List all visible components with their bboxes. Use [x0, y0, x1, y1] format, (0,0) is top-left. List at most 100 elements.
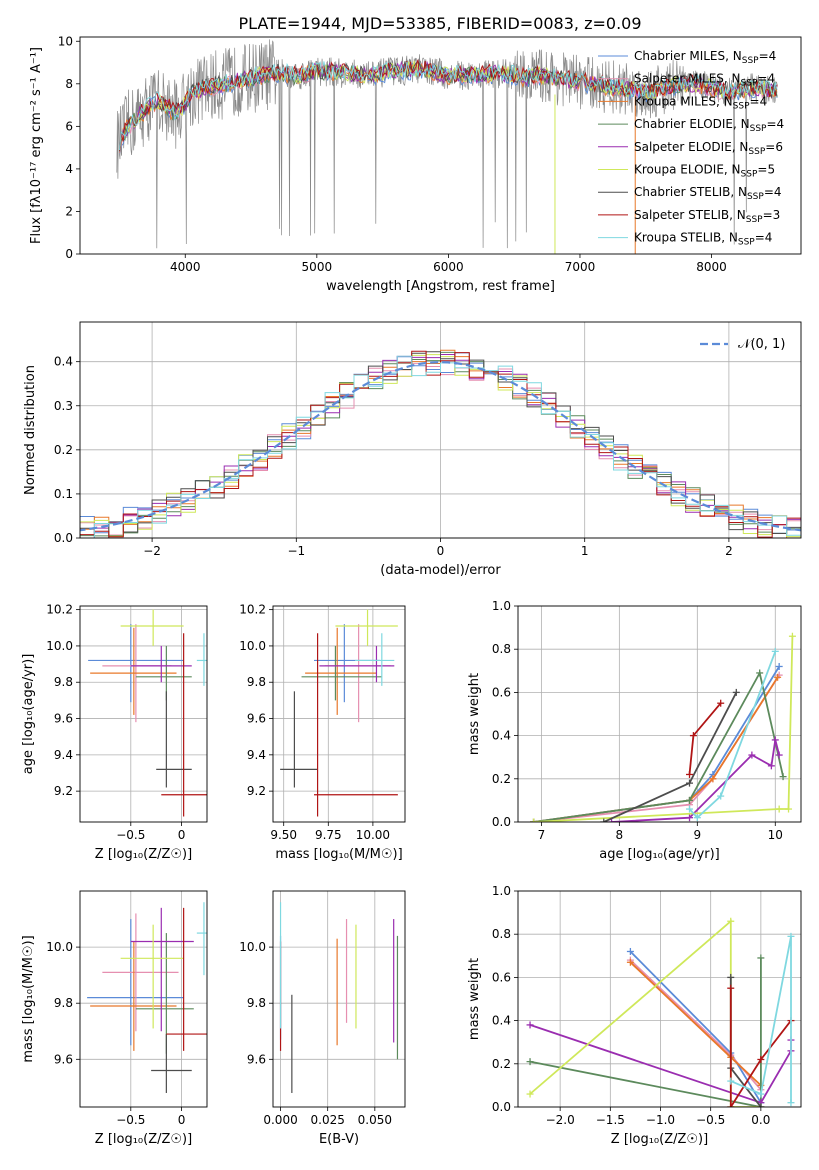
axes-frame [272, 890, 406, 1108]
y-tick-label: 10.0 [239, 940, 266, 954]
x-axis-label: mass [log₁₀(M/M☉)] [275, 847, 402, 862]
y-tick-label: 0 [65, 247, 73, 261]
y-axis-label: Flux [fλ10⁻¹⁷ erg cm⁻² s⁻¹ A⁻¹] [29, 47, 44, 244]
axes-mass-weight-vs-z: −2.0 −1.5 −1.0 −0.5 0.0 0.0 0.2 0.4 0.6 0.8 1.0 Z [… [467, 884, 802, 1147]
x-axis-label: Z [log₁₀(Z/Z☉)] [95, 1132, 192, 1147]
x-tick-label: −0.5 [116, 828, 145, 842]
y-axis-label: mass weight [467, 958, 482, 1040]
figure-title: PLATE=1944, MJD=53385, FIBERID=0083, z=0… [238, 14, 641, 33]
y-tick-label: 9.6 [54, 712, 73, 726]
spectrum-legend: Chabrier MILES, NSSP=4 Salpeter MILES, NS… [598, 49, 784, 248]
x-tick-label: 0 [437, 544, 445, 558]
x-tick-label: 0 [178, 1113, 186, 1127]
x-tick-label: 2 [725, 544, 733, 558]
y-tick-label: 0.6 [492, 685, 511, 699]
x-tick-label: −0.5 [116, 1113, 145, 1127]
mass-weight-line [730, 936, 792, 1103]
model-spectrum-line [119, 61, 778, 151]
legend-label: Chabrier STELIB, NSSP=4 [634, 185, 782, 202]
y-tick-label: 9.4 [54, 748, 73, 762]
mass-weight-lines [530, 632, 796, 822]
legend-label: Chabrier MILES, NSSP=4 [634, 49, 776, 66]
y-tick-label: 6 [65, 119, 73, 133]
errorbar-group [87, 902, 207, 1093]
legend-label: Salpeter MILES, NSSP=4 [634, 72, 775, 89]
x-tick-label: −0.5 [696, 1113, 725, 1127]
legend-label: Kroupa MILES, NSSP=4 [634, 94, 767, 111]
mass-weight-line [529, 919, 761, 1107]
x-tick-label: −2.0 [546, 1113, 575, 1127]
x-tick-label: 10.00 [356, 828, 390, 842]
axes-mass-vs-z: −0.5 0 9.6 9.8 10.0 Z [log₁₀(Z/Z☉)] mass [log₁… [21, 890, 208, 1147]
axes-age-vs-mass: 9.50 9.75 10.00 9.2 9.4 9.6 9.8 10.0 10.2 mass [l… [239, 603, 406, 862]
histogram-series [80, 355, 801, 538]
x-tick-label: 9.50 [270, 828, 297, 842]
x-axis-label: Z [log₁₀(Z/Z☉)] [611, 1132, 708, 1147]
mass-weight-line [629, 961, 762, 1087]
y-tick-label: 9.8 [247, 996, 266, 1010]
y-tick-label: 0.2 [54, 443, 73, 457]
axes-mass-vs-ebv: 0.000 0.025 0.050 9.6 9.8 10.0 E(B-V) [239, 890, 406, 1147]
legend-label: Salpeter ELODIE, NSSP=6 [634, 140, 783, 157]
axes-spectrum: 4000 5000 6000 7000 8000 0 2 4 6 8 10 wavelength [A… [29, 34, 802, 294]
x-tick-label: 0.0 [751, 1113, 770, 1127]
y-axis-label: age [log₁₀(age/yr)] [21, 654, 36, 775]
y-tick-label: 0.8 [492, 927, 511, 941]
x-tick-label: 8000 [696, 260, 727, 274]
reference-legend-label: 𝒩(0, 1) [738, 337, 785, 352]
mass-weight-lines [526, 917, 795, 1107]
mass-weight-line [533, 674, 780, 822]
y-tick-label: 2 [65, 204, 73, 218]
x-tick-label: −2 [143, 544, 161, 558]
y-tick-label: 0.0 [492, 815, 511, 829]
mass-weight-line [533, 676, 779, 822]
mass-weight-line [729, 988, 792, 1107]
x-axis-label: E(B-V) [319, 1132, 359, 1147]
x-tick-label: 9 [693, 828, 701, 842]
y-tick-label: 9.2 [54, 784, 73, 798]
x-tick-label: 0 [178, 828, 186, 842]
errorbar-group [88, 609, 207, 817]
x-tick-label: 8 [616, 828, 624, 842]
y-tick-label: 0.8 [492, 642, 511, 656]
y-tick-label: 10.2 [46, 603, 73, 617]
x-axis-label: wavelength [Angstrom, rest frame] [326, 279, 555, 294]
mass-weight-line [533, 636, 794, 822]
x-axis-label: (data-model)/error [380, 563, 501, 578]
legend-label: Chabrier ELODIE, NSSP=4 [634, 117, 784, 134]
y-tick-label: 0.2 [492, 772, 511, 786]
x-tick-label: 4000 [170, 260, 201, 274]
y-tick-label: 0.2 [492, 1057, 511, 1071]
mass-weight-line [688, 651, 777, 819]
x-axis-label: age [log₁₀(age/yr)] [599, 847, 720, 862]
y-tick-label: 1.0 [492, 884, 511, 898]
axes-frame [79, 605, 208, 823]
y-tick-label: 0.1 [54, 487, 73, 501]
legend-label: Kroupa ELODIE, NSSP=5 [634, 163, 775, 180]
y-tick-label: 0.6 [492, 970, 511, 984]
axes-frame [517, 890, 802, 1108]
y-tick-label: 0.4 [492, 1014, 511, 1028]
y-tick-label: 10.0 [46, 639, 73, 653]
axes-residuals: −2 −1 0 1 2 0.0 0.1 0.2 0.3 0.4 (data-model)/error… [23, 321, 802, 578]
y-tick-label: 9.8 [54, 996, 73, 1010]
y-tick-label: 10 [58, 34, 73, 48]
mass-weight-line [533, 670, 784, 822]
x-tick-label: 6000 [433, 260, 464, 274]
errorbar-group [279, 902, 399, 1093]
axes-frame [517, 605, 802, 823]
axes-age-vs-z: −0.5 0 9.2 9.4 9.6 9.8 10.0 10.2 Z [log₁₀(Z/Z☉)]… [21, 603, 208, 862]
x-tick-label: 9.75 [315, 828, 342, 842]
y-tick-label: 9.8 [247, 675, 266, 689]
y-tick-label: 8 [65, 77, 73, 91]
y-tick-label: 10.0 [46, 940, 73, 954]
y-tick-label: 0.4 [492, 729, 511, 743]
y-tick-label: 10.0 [239, 639, 266, 653]
legend-label: Kroupa STELIB, NSSP=4 [634, 231, 772, 248]
y-tick-label: 1.0 [492, 599, 511, 613]
y-tick-label: 9.4 [247, 748, 266, 762]
y-axis-label: mass [log₁₀(M/M☉)] [21, 935, 36, 1062]
spectrum-lines [116, 39, 778, 254]
axes-frame [79, 321, 802, 539]
